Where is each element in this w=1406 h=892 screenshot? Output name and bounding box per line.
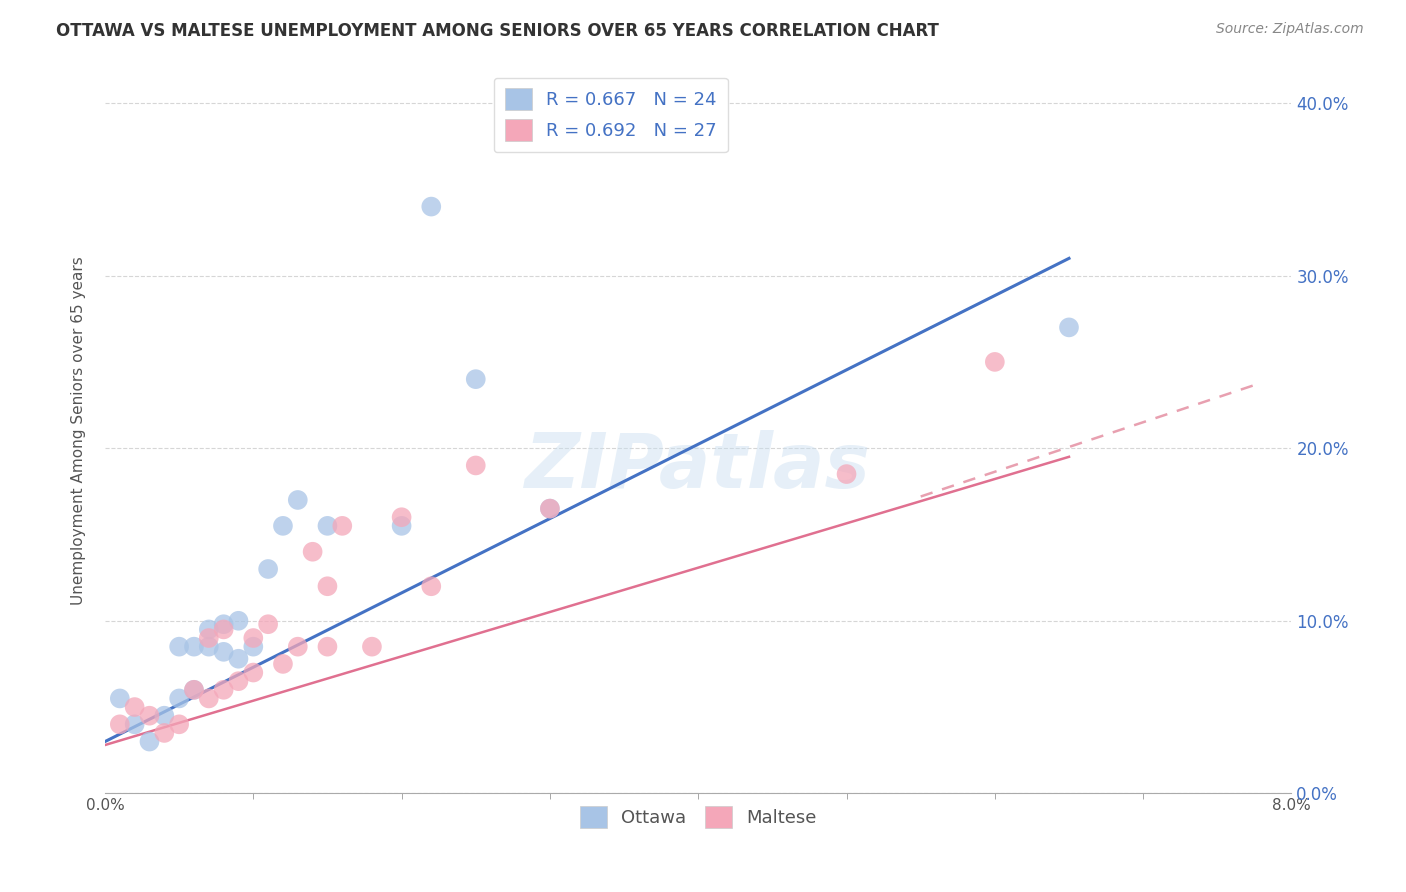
Point [391, 510, 413, 524]
Point [212, 617, 235, 632]
Point [108, 691, 131, 706]
Point [124, 700, 146, 714]
Point [301, 545, 323, 559]
Point [361, 640, 384, 654]
Point [183, 640, 205, 654]
Point [391, 519, 413, 533]
Text: OTTAWA VS MALTESE UNEMPLOYMENT AMONG SENIORS OVER 65 YEARS CORRELATION CHART: OTTAWA VS MALTESE UNEMPLOYMENT AMONG SEN… [56, 22, 939, 40]
Legend: Ottawa, Maltese: Ottawa, Maltese [572, 798, 824, 835]
Point [316, 519, 339, 533]
Point [212, 645, 235, 659]
Point [984, 355, 1007, 369]
Point [228, 674, 250, 689]
Point [138, 734, 160, 748]
Point [242, 640, 264, 654]
Point [167, 640, 190, 654]
Point [330, 519, 353, 533]
Point [153, 726, 176, 740]
Point [198, 640, 221, 654]
Point [242, 665, 264, 680]
Point [287, 640, 309, 654]
Point [835, 467, 858, 481]
Point [198, 623, 221, 637]
Point [138, 708, 160, 723]
Point [183, 682, 205, 697]
Point [420, 579, 443, 593]
Point [316, 640, 339, 654]
Point [212, 623, 235, 637]
Point [183, 682, 205, 697]
Point [228, 651, 250, 665]
Point [167, 691, 190, 706]
Point [464, 372, 486, 386]
Text: Source: ZipAtlas.com: Source: ZipAtlas.com [1216, 22, 1364, 37]
Text: ZIPatlas: ZIPatlas [526, 430, 872, 504]
Point [198, 691, 221, 706]
Point [212, 682, 235, 697]
Point [198, 631, 221, 645]
Point [108, 717, 131, 731]
Point [538, 501, 561, 516]
Y-axis label: Unemployment Among Seniors over 65 years: Unemployment Among Seniors over 65 years [72, 257, 86, 606]
Point [287, 492, 309, 507]
Point [242, 631, 264, 645]
Point [271, 657, 294, 671]
Point [420, 200, 443, 214]
Point [1057, 320, 1080, 334]
Point [167, 717, 190, 731]
Point [464, 458, 486, 473]
Point [257, 562, 280, 576]
Point [153, 708, 176, 723]
Point [538, 501, 561, 516]
Point [257, 617, 280, 632]
Point [228, 614, 250, 628]
Point [316, 579, 339, 593]
Point [271, 519, 294, 533]
Point [124, 717, 146, 731]
